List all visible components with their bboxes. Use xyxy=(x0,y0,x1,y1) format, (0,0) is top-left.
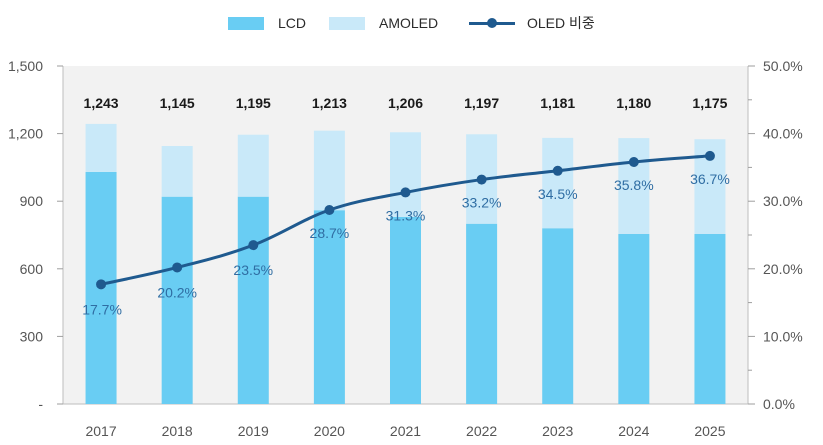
oled-share-data-label: 20.2% xyxy=(157,284,197,300)
right-axis-tick-label: 50.0% xyxy=(763,58,803,74)
bar-lcd xyxy=(161,196,193,404)
left-axis-tick-label: 1,500 xyxy=(8,58,43,74)
bar-lcd xyxy=(237,196,269,404)
x-axis-tick-label: 2025 xyxy=(694,423,725,439)
oled-share-data-label: 34.5% xyxy=(538,186,578,202)
right-axis-tick-label: 20.0% xyxy=(763,261,803,277)
legend-swatch-oled-share xyxy=(469,16,515,30)
bar-lcd xyxy=(390,216,421,404)
total-label: 1,175 xyxy=(692,95,727,111)
bar-lcd xyxy=(466,223,498,404)
x-axis-tick-label: 2019 xyxy=(238,423,269,439)
oled-share-point xyxy=(248,240,259,251)
oled-share-data-label: 17.7% xyxy=(82,301,122,317)
total-label: 1,213 xyxy=(312,95,347,111)
x-axis-tick-label: 2021 xyxy=(390,423,421,439)
total-label: 1,180 xyxy=(616,95,651,111)
total-label: 1,145 xyxy=(160,95,195,111)
left-axis-tick-label: 900 xyxy=(20,193,44,209)
oled-share-point xyxy=(400,187,411,198)
total-label: 1,197 xyxy=(464,95,499,111)
total-label: 1,243 xyxy=(84,95,119,111)
x-axis-tick-label: 2020 xyxy=(314,423,345,439)
legend-item-lcd: LCD xyxy=(228,12,306,34)
bar-lcd xyxy=(313,210,345,404)
bar-amoled xyxy=(542,137,574,229)
bar-amoled xyxy=(390,132,421,217)
bar-amoled xyxy=(161,145,193,197)
legend-item-amoled: AMOLED xyxy=(329,12,438,34)
left-axis-tick-label: 600 xyxy=(20,261,44,277)
left-axis-tick-label: 300 xyxy=(20,328,44,344)
oled-share-point xyxy=(628,156,639,167)
oled-share-data-label: 35.8% xyxy=(614,177,654,193)
total-label: 1,181 xyxy=(540,95,575,111)
total-label: 1,195 xyxy=(236,95,271,111)
bar-lcd xyxy=(618,233,650,404)
x-axis-tick-label: 2023 xyxy=(542,423,573,439)
bar-amoled xyxy=(85,123,117,172)
legend-swatch-amoled xyxy=(329,16,365,30)
legend-label-amoled: AMOLED xyxy=(379,15,439,31)
x-axis-tick-label: 2024 xyxy=(618,423,649,439)
oled-share-data-label: 31.3% xyxy=(386,207,426,223)
oled-share-point xyxy=(476,174,487,185)
oled-share-data-label: 33.2% xyxy=(462,195,502,211)
bar-amoled xyxy=(237,134,269,197)
left-axis-tick-label: 1,200 xyxy=(8,126,43,142)
oled-share-point xyxy=(704,150,715,161)
oled-share-data-label: 28.7% xyxy=(310,225,350,241)
bar-amoled xyxy=(313,130,345,211)
legend-label-oled-share: OLED 비중 xyxy=(527,15,595,31)
legend-item-oled-share: OLED 비중 xyxy=(469,12,595,34)
right-axis-tick-label: 30.0% xyxy=(763,193,803,209)
x-axis-tick-label: 2018 xyxy=(162,423,193,439)
left-axis-tick-label: - xyxy=(38,396,43,412)
oled-share-point xyxy=(172,262,183,273)
oled-share-data-label: 36.7% xyxy=(690,171,730,187)
legend-swatch-lcd xyxy=(228,16,264,30)
legend: LCD AMOLED OLED 비중 xyxy=(0,12,823,34)
bar-amoled xyxy=(618,138,650,234)
oled-share-data-label: 23.5% xyxy=(233,262,273,278)
bar-lcd xyxy=(694,233,726,404)
x-axis-tick-label: 2017 xyxy=(85,423,116,439)
bar-lcd xyxy=(542,228,574,404)
legend-label-lcd: LCD xyxy=(278,15,307,31)
right-axis-tick-label: 0.0% xyxy=(763,396,795,412)
total-label: 1,206 xyxy=(388,95,423,111)
right-axis-tick-label: 40.0% xyxy=(763,126,803,142)
right-axis-tick-label: 10.0% xyxy=(763,328,803,344)
x-axis-tick-label: 2022 xyxy=(466,423,497,439)
oled-share-point xyxy=(324,204,335,215)
oled-share-point xyxy=(96,279,107,290)
oled-share-point xyxy=(552,165,563,176)
